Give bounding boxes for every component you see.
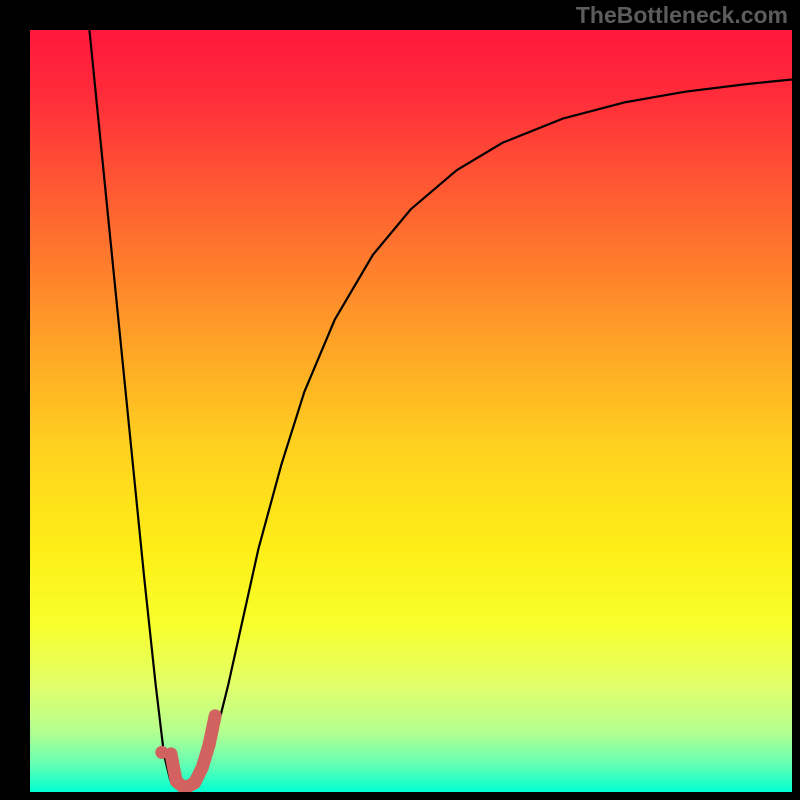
bottleneck-chart: [0, 0, 800, 800]
chart-container: TheBottleneck.com: [0, 0, 800, 800]
optimal-marker-dot: [155, 746, 168, 759]
gradient-background: [30, 30, 792, 792]
watermark-text: TheBottleneck.com: [576, 2, 788, 29]
